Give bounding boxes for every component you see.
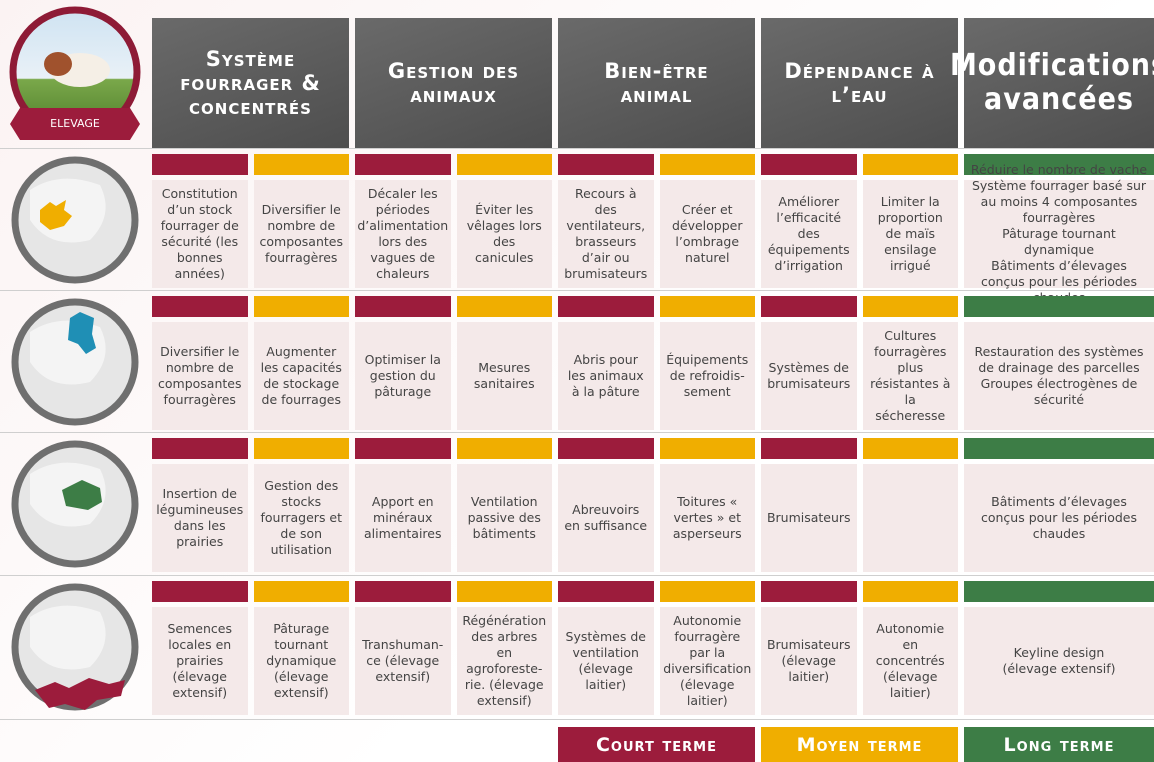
term-bar [253,296,349,317]
measure-cell: Autonomie en concentrés (élevage laitier… [862,607,958,715]
measure-cell: Recours à des ventilateurs, brasseurs d’… [558,180,654,288]
measure-cell: Systèmes de ventilation (élevage laitier… [558,607,654,715]
column-header: Gestion des animaux [355,18,552,148]
row-divider [0,575,1154,576]
measure-cell: Équipements de refroidis- sement [659,322,755,430]
term-bar [761,154,857,175]
measure-cell: Insertion de légumineuses dans les prair… [152,464,248,572]
measure-cell: Diversifier le nombre de composantes fou… [253,180,349,288]
legend-item: Court terme [558,727,755,762]
side-icons: ELEVAGE [9,6,141,711]
term-bar [964,296,1154,317]
measure-cell: Ventilation passive des bâtiments [456,464,552,572]
measure-cell: Diversifier le nombre de composantes fou… [152,322,248,430]
term-bar [355,438,451,459]
measure-cell: Pâturage tournant dynamique (élevage ext… [253,607,349,715]
term-bar [152,438,248,459]
measure-cell: Réduire le nombre de vache Système fourr… [964,162,1154,305]
measure-cell: Transhuman- ce (élevage extensif) [355,607,451,715]
term-bar [659,296,755,317]
term-bar [761,438,857,459]
term-bar [761,581,857,602]
measure-cell: Améliorer l’efficacité des équipements d… [761,180,857,288]
measure-cell: Apport en minéraux alimentaires [355,464,451,572]
term-bar [456,154,552,175]
term-bar [964,581,1154,602]
term-bar [253,438,349,459]
term-bar [558,438,654,459]
term-bar [659,438,755,459]
term-bar [964,438,1154,459]
row-divider [0,719,1154,720]
term-bar [355,154,451,175]
measure-cell: Créer et développer l’ombrage naturel [659,180,755,288]
column-header: Système fourrager & concentrés [152,18,349,148]
measure-cell: Brumisateurs [761,464,857,572]
measure-cell: Bâtiments d’élevages conçus pour les pér… [964,464,1154,572]
term-bar [862,438,958,459]
measure-cell: Semences locales en prairies (élevage ex… [152,607,248,715]
term-bar [862,154,958,175]
measure-cell: Décaler les périodes d’alimentation lors… [355,180,451,288]
term-bar [862,581,958,602]
map-land [30,605,106,670]
term-bar [456,296,552,317]
term-bar [862,296,958,317]
measure-cell: Cultures fourragères plus résistantes à … [862,322,958,430]
term-bar [456,438,552,459]
map-region [62,480,102,510]
term-bar [964,154,1154,175]
measure-cell: Optimiser la gestion du pâturage [355,322,451,430]
measure-cell: Limiter la proportion de maïs ensilage i… [862,180,958,288]
row-divider [0,290,1154,291]
column-header: Modifications avancées [950,18,1154,148]
map-region [40,200,72,230]
measure-cell: Abris pour les animaux à la pâture [558,322,654,430]
term-bar [558,296,654,317]
legend-item: Long terme [964,727,1154,762]
measure-cell: Constitution d’un stock fourrager de séc… [152,180,248,288]
measure-cell: Autonomie fourragère par la diversificat… [659,607,755,715]
term-bar [152,581,248,602]
term-bar [558,581,654,602]
ribbon [10,108,140,140]
measure-cell: Restauration des systèmes de drainage de… [964,322,1154,430]
term-bar [253,581,349,602]
legend-item: Moyen terme [761,727,958,762]
term-bar [253,154,349,175]
measure-cell: Abreuvoirs en suffisance [558,464,654,572]
measure-cell: Gestion des stocks fourragers et de son … [253,464,349,572]
measure-cell: Augmenter les capacités de stockage de f… [253,322,349,430]
measure-cell: Régénération des arbres en agroforeste- … [456,607,552,715]
measure-cell: Brumisateurs (élevage laitier) [761,607,857,715]
badge-label: ELEVAGE [50,117,100,130]
term-bar [558,154,654,175]
term-bar [152,154,248,175]
row-divider [0,432,1154,433]
map-region [68,312,96,354]
measure-cell: Mesures sanitaires [456,322,552,430]
measure-cell: Éviter les vêlages lors des canicules [456,180,552,288]
row-divider [0,148,1154,149]
term-bar [456,581,552,602]
measure-cell: Systèmes de brumisateurs [761,322,857,430]
measure-cell [862,464,958,572]
term-bar [761,296,857,317]
term-bar [659,581,755,602]
cow [44,52,72,76]
term-bar [659,154,755,175]
measure-cell: Toitures « vertes » et asperseurs [659,464,755,572]
term-bar [152,296,248,317]
measure-cell: Keyline design (élevage extensif) [964,607,1154,715]
column-header: Bien-être animal [558,18,755,148]
column-header: Dépendance à l’eau [761,18,958,148]
term-bar [355,296,451,317]
term-bar [355,581,451,602]
map-region [35,678,125,710]
